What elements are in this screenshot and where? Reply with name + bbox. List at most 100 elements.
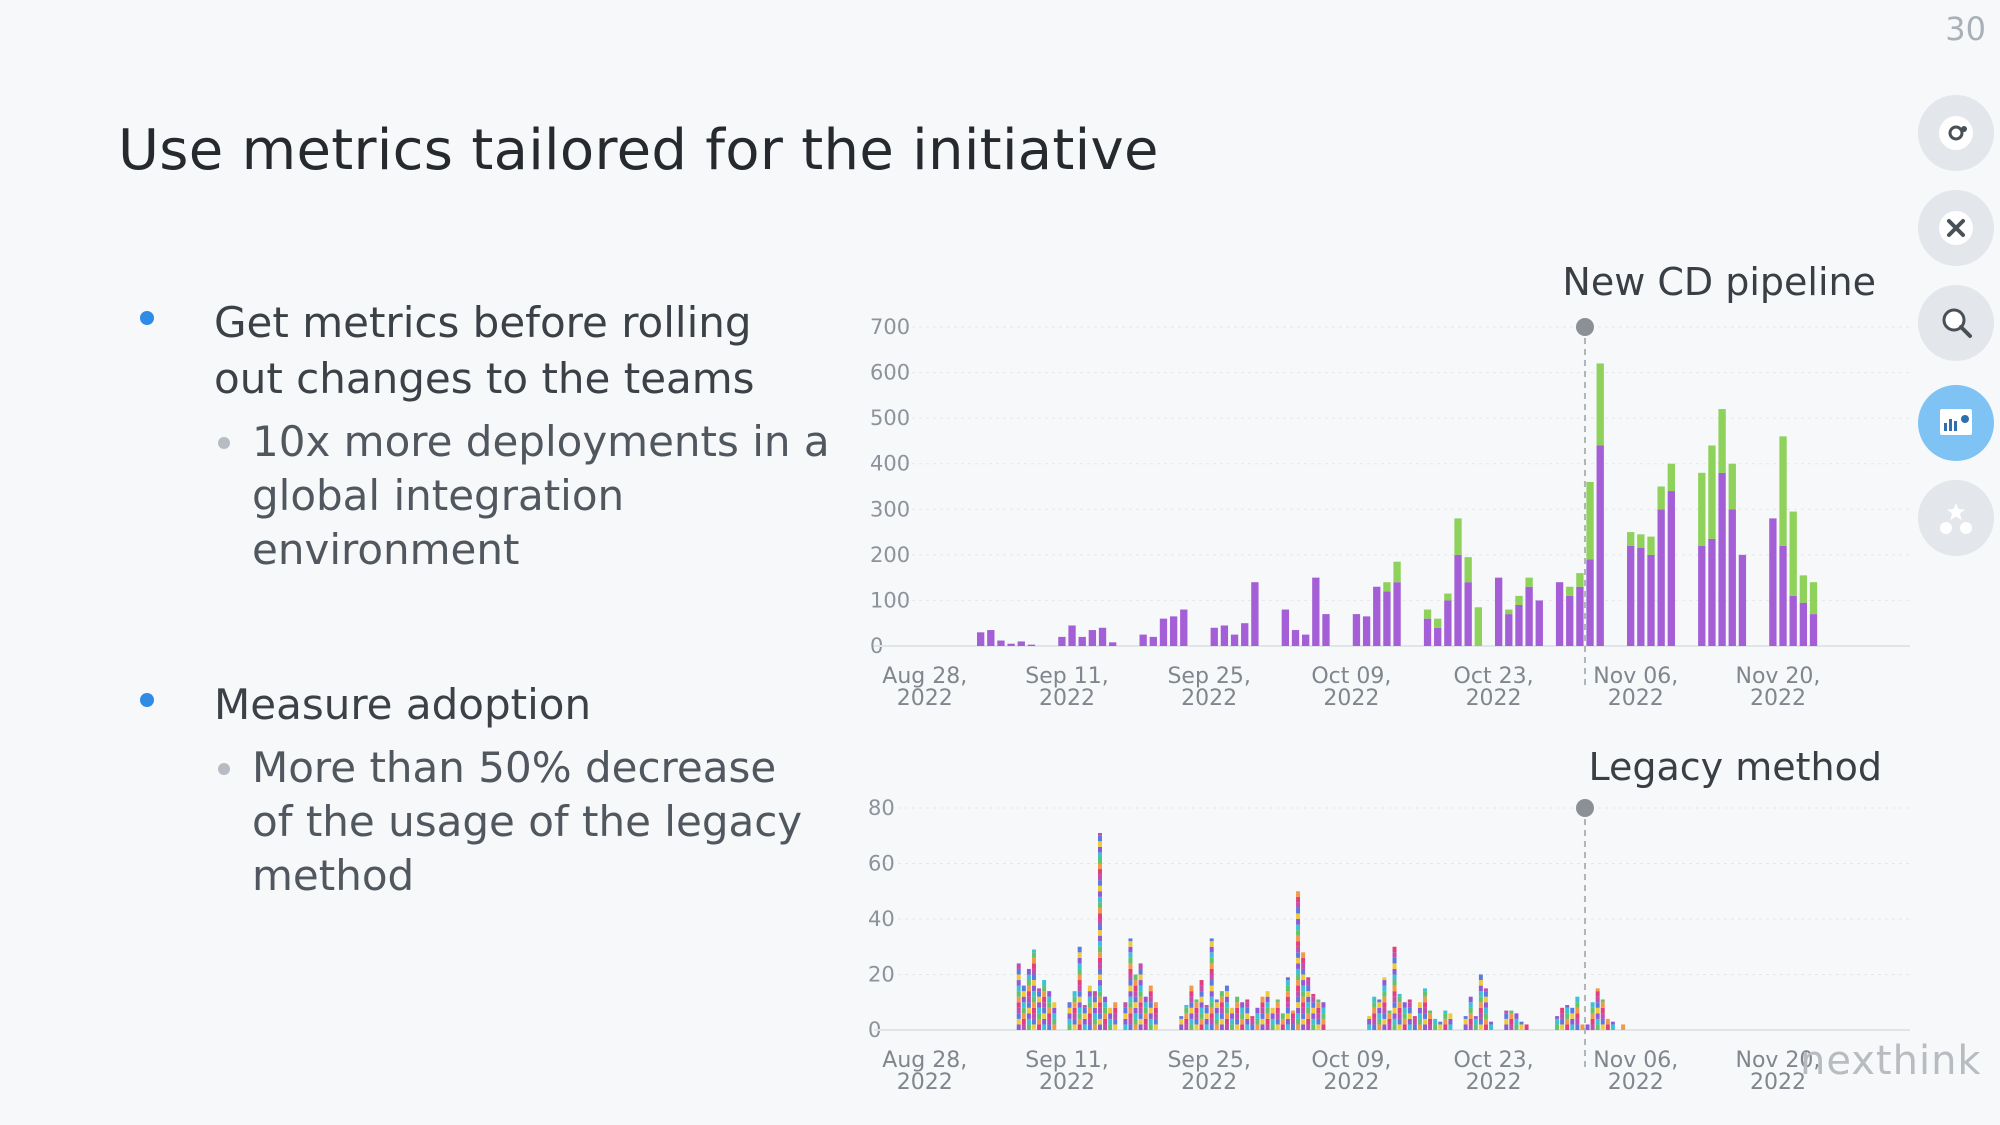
bar-segment <box>1047 1007 1052 1014</box>
dashboard-icon[interactable] <box>1918 385 1994 461</box>
bar-segment <box>1179 1018 1184 1025</box>
bar-primary <box>1586 559 1594 646</box>
bar-segment <box>1575 1018 1580 1025</box>
bar-segment <box>1590 1013 1595 1019</box>
bar-segment <box>1219 1002 1224 1008</box>
bar-segment <box>1397 1024 1402 1030</box>
bar-segment <box>1082 1005 1087 1008</box>
bar-segment <box>1037 1018 1042 1025</box>
gear-head-icon[interactable] <box>1918 95 1994 171</box>
bar-segment <box>1311 993 1316 997</box>
bar-segment <box>1423 988 1427 992</box>
bar-secondary <box>1667 463 1675 492</box>
bar-segment <box>1042 1002 1047 1008</box>
bar-primary <box>1017 641 1025 646</box>
bar-segment <box>1285 1007 1290 1014</box>
bar-segment <box>1133 1007 1138 1014</box>
bar-segment <box>1321 1013 1326 1019</box>
bar-segment <box>1148 1013 1153 1019</box>
bar-primary <box>1789 595 1797 646</box>
bar-segment <box>1240 1024 1245 1030</box>
bar-primary <box>1799 602 1808 646</box>
bar-primary <box>1058 636 1066 646</box>
bar-segment <box>1285 991 1290 997</box>
bar-segment <box>1214 1013 1219 1019</box>
bar-primary <box>997 640 1005 646</box>
tools-icon[interactable] <box>1918 190 1994 266</box>
bar-segment <box>1423 1024 1427 1030</box>
x-tick-label: Oct 23, <box>1454 1048 1534 1073</box>
bar-segment <box>1087 1024 1092 1030</box>
bar-segment <box>1042 985 1047 992</box>
bar-primary <box>1423 618 1432 646</box>
bar-primary <box>987 630 995 646</box>
bar-segment <box>1468 996 1473 1003</box>
bar-segment <box>1021 991 1026 997</box>
bar-segment <box>1265 996 1270 1003</box>
bar-segment <box>1519 1021 1524 1025</box>
bar-segment <box>1235 996 1240 1003</box>
x-tick-label: Aug 28, <box>882 664 967 689</box>
bar-segment <box>1250 1018 1255 1025</box>
bar-segment <box>1133 974 1138 981</box>
bar-segment <box>1077 991 1082 997</box>
bar-segment <box>1133 1024 1138 1030</box>
bar-segment <box>1037 996 1042 1003</box>
bar-segment <box>1077 1002 1082 1008</box>
bar-secondary <box>1423 609 1432 619</box>
bar-segment <box>1296 902 1301 908</box>
bar-segment <box>1047 996 1052 1003</box>
x-tick-label: 2022 <box>897 1070 953 1095</box>
bar-segment <box>1224 1013 1229 1019</box>
bar-segment <box>1143 1013 1148 1019</box>
bar-primary <box>1627 545 1635 646</box>
bar-segment <box>1270 1024 1275 1030</box>
bar-segment <box>1311 1013 1316 1019</box>
bar-primary <box>976 632 985 646</box>
bar-segment <box>1016 1002 1021 1008</box>
magnifier-icon[interactable] <box>1918 285 1994 361</box>
bar-segment <box>1072 996 1077 1003</box>
bar-secondary <box>1708 445 1716 539</box>
bar-segment <box>1382 991 1387 997</box>
bar-segment <box>1128 991 1133 997</box>
bar-segment <box>1245 999 1250 1003</box>
bar-segment <box>1245 1013 1250 1019</box>
bar-segment <box>1296 891 1301 897</box>
bar-segment <box>1108 1024 1113 1030</box>
bar-segment <box>1219 991 1224 997</box>
bar-segment <box>1438 1024 1443 1030</box>
bar-segment <box>1392 996 1397 1003</box>
bar-segment <box>1478 980 1483 986</box>
bar-segment <box>1016 985 1021 992</box>
bar-segment <box>1087 985 1092 992</box>
bar-primary <box>1007 643 1015 646</box>
bar-segment <box>1092 991 1097 997</box>
bar-segment <box>1128 1007 1133 1014</box>
bar-segment <box>1077 963 1082 969</box>
bar-segment <box>1306 985 1311 992</box>
bar-segment <box>1555 1016 1560 1019</box>
star-people-icon[interactable] <box>1918 480 1994 556</box>
bar-segment <box>1377 1024 1382 1030</box>
bar-segment <box>1443 1010 1448 1014</box>
bar-segment <box>1595 991 1600 997</box>
bar-segment <box>1113 1024 1118 1030</box>
bar-segment <box>1428 1024 1433 1030</box>
bar-segment <box>1219 1007 1224 1014</box>
bar-segment <box>1285 1013 1290 1019</box>
bar-segment <box>1214 1018 1219 1025</box>
bar-segment <box>1098 930 1102 936</box>
bar-segment <box>1230 1007 1235 1014</box>
bar-segment <box>1377 1002 1382 1008</box>
bar-segment <box>1514 1013 1519 1019</box>
bar-segment <box>1133 996 1138 1003</box>
bar-segment <box>1128 974 1133 981</box>
bar-segment <box>1098 919 1102 925</box>
bar-secondary <box>1444 593 1452 601</box>
bar-segment <box>1296 952 1301 958</box>
bar-segment <box>1565 1018 1570 1025</box>
bar-segment <box>1605 1018 1610 1025</box>
bar-primary <box>1555 582 1564 646</box>
